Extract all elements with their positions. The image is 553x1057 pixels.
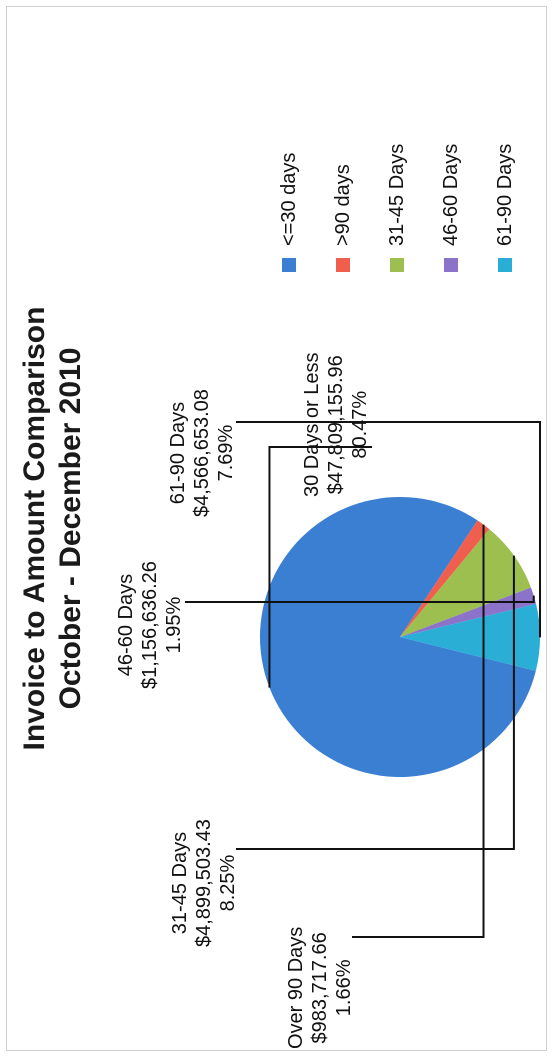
- pie-slice: [400, 603, 540, 671]
- label-30-days-or-less: 30 Days or Less $47,809,155.96 80.47%: [300, 352, 372, 497]
- label-name: 61-90 Days: [167, 401, 189, 505]
- label-percent: 7.69%: [215, 424, 237, 482]
- label-percent: 1.66%: [333, 959, 355, 1017]
- label-amount: $4,566,653.08: [191, 389, 213, 517]
- legend-swatch: [336, 258, 350, 272]
- legend-label: 46-60 Days: [439, 143, 462, 246]
- label-name: 31-45 Days: [169, 831, 191, 935]
- legend-item: 31-45 Days: [370, 144, 424, 272]
- legend-label: 31-45 Days: [385, 143, 408, 246]
- legend-swatch: [282, 258, 296, 272]
- legend-label: >90 days: [331, 164, 354, 246]
- label-amount: $1,156,636.26: [139, 561, 161, 689]
- legend-label: 61-90 Days: [493, 143, 516, 246]
- label-name: Over 90 Days: [285, 926, 307, 1049]
- label-amount: $47,809,155.96: [325, 355, 347, 495]
- label-31-45-days: 31-45 Days $4,899,503.43 8.25%: [168, 819, 240, 947]
- label-name: 30 Days or Less: [301, 352, 323, 497]
- pie-slice: [400, 520, 490, 637]
- leader-line: [185, 595, 535, 603]
- leader-line: [268, 446, 372, 688]
- pie-slice: [400, 587, 537, 637]
- legend-swatch: [390, 258, 404, 272]
- leader-line: [352, 524, 485, 938]
- label-61-90-days: 61-90 Days $4,566,653.08 7.69%: [166, 389, 238, 517]
- legend-swatch: [498, 258, 512, 272]
- label-percent: 1.95%: [163, 596, 185, 654]
- chart-legend: <=30 days >90 days 31-45 Days 46-60 Days…: [262, 144, 532, 272]
- legend-label: <=30 days: [277, 152, 300, 246]
- label-over-90-days: Over 90 Days $983,717.66 1.66%: [284, 927, 356, 1049]
- leader-line: [236, 555, 515, 850]
- label-amount: $983,717.66: [309, 932, 331, 1044]
- label-percent: 8.25%: [217, 854, 239, 912]
- label-percent: 80.47%: [349, 390, 371, 459]
- legend-item: <=30 days: [262, 144, 316, 272]
- label-46-60-days: 46-60 Days $1,156,636.26 1.95%: [114, 561, 186, 689]
- label-name: 46-60 Days: [115, 573, 137, 677]
- legend-item: >90 days: [316, 144, 370, 272]
- pie-slice: [400, 529, 531, 637]
- label-amount: $4,899,503.43: [193, 819, 215, 947]
- legend-item: 46-60 Days: [424, 144, 478, 272]
- leader-line: [236, 421, 541, 638]
- pie-slice: [260, 497, 536, 777]
- legend-item: 61-90 Days: [478, 144, 532, 272]
- legend-swatch: [444, 258, 458, 272]
